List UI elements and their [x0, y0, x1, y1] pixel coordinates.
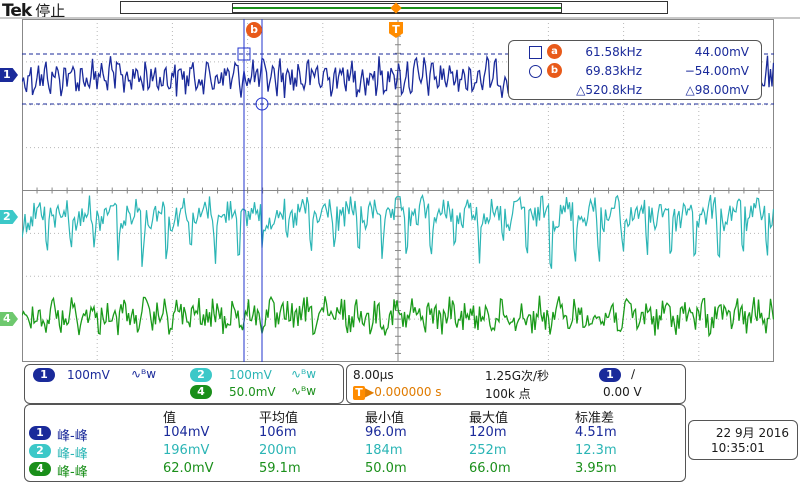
row2-max: 252m — [469, 443, 507, 458]
cursor-a-voltage: 44.00mV — [694, 45, 749, 59]
date: 22 9月 2016 — [715, 426, 789, 440]
row1-name: 峰-峰 — [57, 429, 88, 444]
time: 10:35:01 — [711, 441, 765, 455]
row1-max: 120m — [469, 425, 507, 440]
record-length: 100k 点 — [485, 387, 531, 401]
horizontal-trigger-panel[interactable]: 8.00μs 1.25G次/秒 T ▶0.000000 s 100k 点 1 ∕ … — [346, 364, 686, 404]
measurement-table[interactable]: 值 平均值 最小值 最大值 标准差 1 峰-峰 104mV 106m 96.0m… — [24, 404, 686, 482]
ch1-bandwidth-icon: ∿ᴮw — [131, 367, 157, 381]
cursor-a-frequency: 61.58kHz — [585, 45, 642, 59]
channel-scale-panel[interactable]: 1 100mV ∿ᴮw 2 100mV ∿ᴮw 4 50.0mV ∿ᴮw — [24, 364, 344, 404]
trigger-source-badge[interactable]: 1 — [599, 368, 621, 382]
row3-channel-badge: 4 — [29, 462, 51, 476]
trigger-marker[interactable]: T — [389, 22, 403, 38]
top-divider — [0, 17, 800, 19]
brand-text: Tek — [2, 1, 32, 21]
cursor-b-badge: b — [547, 63, 562, 78]
ch4-scale[interactable]: 50.0mV — [229, 385, 276, 399]
brand-logo: Tek 停止 — [2, 0, 65, 21]
header-mean: 平均值 — [259, 411, 299, 426]
header-value: 值 — [163, 411, 177, 426]
cursor-b-circle-icon — [255, 97, 269, 111]
ch4-bandwidth-icon: ∿ᴮw — [291, 384, 317, 398]
ch4-waveform — [22, 295, 774, 338]
ch2-marker-label: 2 — [3, 210, 11, 223]
acquisition-state: 停止 — [35, 2, 66, 20]
trigger-position[interactable]: T ▶0.000000 s — [353, 385, 442, 400]
ch2-scale[interactable]: 100mV — [229, 368, 272, 382]
row3-min: 50.0m — [365, 461, 407, 476]
row3-max: 66.0m — [469, 461, 511, 476]
row3-mean: 59.1m — [259, 461, 301, 476]
ch2-waveform — [22, 193, 774, 269]
header-max: 最大值 — [469, 411, 509, 426]
cursor-readout: a 61.58kHz 44.00mV b 69.83kHz −54.00mV △… — [508, 40, 762, 100]
sample-rate: 1.25G次/秒 — [485, 369, 550, 383]
ch1-marker-label: 1 — [3, 68, 11, 81]
header-std: 标准差 — [575, 411, 615, 426]
row1-min: 96.0m — [365, 425, 407, 440]
cursor-b-marker[interactable]: b — [246, 22, 262, 38]
ch1-ground-marker[interactable]: 1 — [0, 68, 18, 82]
cursor-b-circle-icon — [529, 65, 542, 78]
row2-std: 12.3m — [575, 443, 617, 458]
trigger-position-value: ▶0.000000 s — [365, 385, 442, 399]
row1-value: 104mV — [163, 425, 210, 440]
cursor-delta-frequency: △520.8kHz — [576, 83, 642, 97]
cursor-b-voltage: −54.00mV — [684, 64, 749, 78]
ch1-scale[interactable]: 100mV — [67, 368, 110, 382]
graticule-border — [22, 19, 774, 362]
row1-channel-badge: 1 — [29, 426, 51, 440]
ch4-ground-marker[interactable]: 4 — [0, 312, 18, 326]
header-min: 最小值 — [365, 411, 405, 426]
trigger-slope-icon: ∕ — [631, 367, 636, 381]
ch4-marker-label: 4 — [3, 312, 11, 325]
row3-std: 3.95m — [575, 461, 617, 476]
ch2-badge[interactable]: 2 — [190, 368, 212, 382]
row2-name: 峰-峰 — [57, 447, 88, 462]
cursor-a-square-icon — [237, 47, 251, 61]
ch2-bandwidth-icon: ∿ᴮw — [291, 367, 317, 381]
row3-name: 峰-峰 — [57, 465, 88, 480]
datetime-panel: 22 9月 2016 10:35:01 — [688, 420, 798, 460]
cursor-a-square-icon — [529, 46, 542, 59]
row2-channel-badge: 2 — [29, 444, 51, 458]
trigger-t-icon: T — [353, 386, 365, 400]
row1-mean: 106m — [259, 425, 297, 440]
row3-value: 62.0mV — [163, 461, 214, 476]
ch2-ground-marker[interactable]: 2 — [0, 210, 18, 224]
cursor-a-badge: a — [547, 44, 562, 59]
cursor-b-frequency: 69.83kHz — [585, 64, 642, 78]
row2-value: 196mV — [163, 443, 210, 458]
row2-mean: 200m — [259, 443, 297, 458]
trigger-level[interactable]: 0.00 V — [603, 385, 642, 399]
ch1-badge[interactable]: 1 — [33, 368, 55, 382]
ch4-badge[interactable]: 4 — [190, 385, 212, 399]
row1-std: 4.51m — [575, 425, 617, 440]
cursor-delta-voltage: △98.00mV — [685, 83, 749, 97]
timebase[interactable]: 8.00μs — [353, 368, 394, 382]
row2-min: 184m — [365, 443, 403, 458]
